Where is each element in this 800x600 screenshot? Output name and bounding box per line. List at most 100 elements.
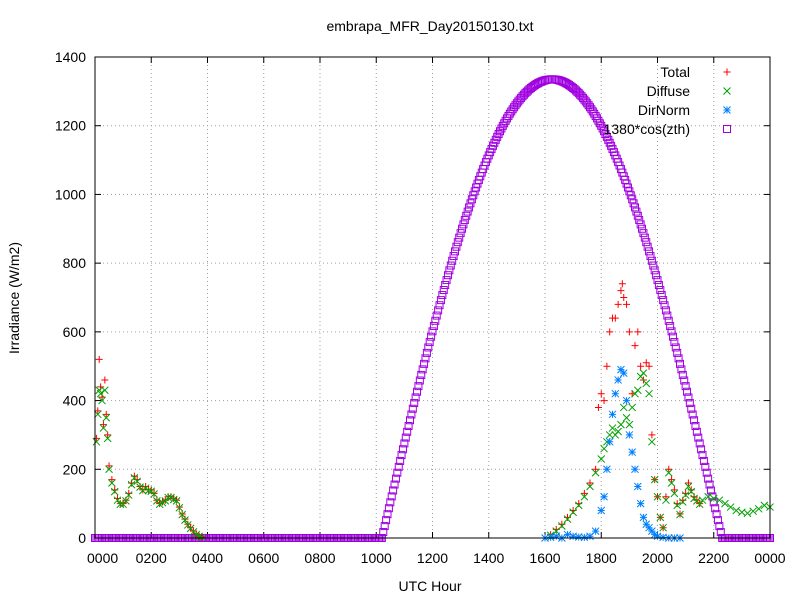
data-point	[670, 486, 678, 494]
data-point	[623, 300, 631, 308]
data-point	[425, 338, 434, 347]
data-point	[458, 224, 467, 233]
data-point	[580, 492, 589, 501]
data-point	[673, 501, 682, 510]
x-tick-label: 0600	[248, 550, 279, 566]
data-point	[687, 487, 696, 496]
data-point	[688, 410, 697, 419]
data-point	[452, 242, 461, 251]
data-point	[617, 420, 625, 429]
data-point	[694, 433, 703, 442]
legend-label: 1380*cos(zth)	[604, 121, 690, 137]
data-point	[667, 327, 676, 336]
data-point	[569, 508, 577, 517]
data-point	[671, 343, 680, 352]
data-point	[453, 238, 462, 247]
data-point	[681, 382, 690, 391]
data-point	[99, 424, 108, 432]
data-point	[662, 493, 670, 501]
data-point	[546, 533, 555, 542]
data-point	[684, 482, 693, 491]
data-point	[605, 431, 614, 439]
data-point	[608, 410, 617, 419]
data-point	[397, 451, 406, 460]
data-point	[685, 399, 694, 408]
data-point	[150, 490, 158, 498]
data-point	[600, 127, 609, 136]
data-point	[680, 376, 689, 385]
y-tick-label: 400	[63, 393, 87, 409]
data-point	[622, 396, 631, 405]
data-point	[401, 433, 410, 442]
data-point	[379, 528, 388, 537]
data-point	[625, 420, 634, 429]
data-point	[408, 404, 417, 413]
data-point	[108, 476, 116, 484]
data-point	[407, 410, 416, 419]
data-point	[695, 500, 704, 509]
data-point	[622, 413, 631, 422]
data-point	[602, 132, 611, 141]
data-point	[100, 386, 109, 395]
data-point	[749, 507, 757, 516]
data-point	[650, 266, 659, 275]
y-tick-label: 200	[63, 461, 87, 477]
data-point	[631, 465, 639, 474]
data-point	[571, 86, 580, 95]
data-point	[438, 291, 447, 300]
data-point	[639, 369, 648, 377]
data-point	[625, 328, 633, 336]
data-point	[668, 476, 676, 484]
data-point	[101, 376, 109, 384]
data-point	[663, 311, 672, 320]
data-point	[386, 498, 395, 507]
data-point	[122, 497, 130, 505]
data-point	[681, 491, 690, 499]
data-point	[676, 510, 684, 519]
y-tick-label: 1000	[55, 186, 86, 202]
data-point	[92, 434, 100, 442]
data-point	[387, 492, 396, 501]
data-point	[699, 456, 708, 465]
data-point	[465, 203, 474, 212]
data-point	[380, 522, 389, 531]
data-point	[662, 496, 670, 505]
data-point	[391, 474, 400, 483]
data-point	[400, 439, 409, 448]
data-point	[600, 397, 608, 405]
data-point	[133, 477, 142, 486]
data-point	[449, 252, 458, 261]
data-point	[628, 448, 637, 456]
data-point	[110, 487, 119, 496]
data-point	[594, 116, 603, 125]
legend: Total Diffuse DirNorm 1380*cos(zth)	[604, 64, 731, 137]
data-point	[587, 105, 596, 114]
data-point	[591, 111, 600, 120]
x-tick-label: 0000	[87, 550, 118, 566]
data-point	[600, 444, 608, 453]
data-point	[500, 119, 509, 128]
data-point	[600, 492, 608, 501]
data-point	[496, 127, 504, 136]
data-point	[552, 532, 561, 541]
data-point	[413, 387, 422, 396]
data-point	[620, 294, 628, 301]
data-point	[505, 109, 514, 118]
data-point	[498, 121, 507, 130]
y-axis-label: Irradiance (W/m2)	[6, 242, 22, 354]
x-tick-label: 1800	[586, 550, 617, 566]
data-point	[102, 410, 110, 418]
data-point	[695, 439, 704, 448]
data-point	[586, 103, 594, 112]
data-point	[435, 301, 444, 310]
data-point	[633, 482, 642, 491]
data-point	[656, 286, 665, 295]
data-point	[603, 465, 611, 474]
data-point	[668, 332, 677, 341]
data-point	[595, 119, 604, 128]
data-point	[403, 427, 412, 436]
data-point	[701, 462, 710, 471]
data-point	[597, 121, 606, 130]
data-point	[108, 479, 116, 487]
